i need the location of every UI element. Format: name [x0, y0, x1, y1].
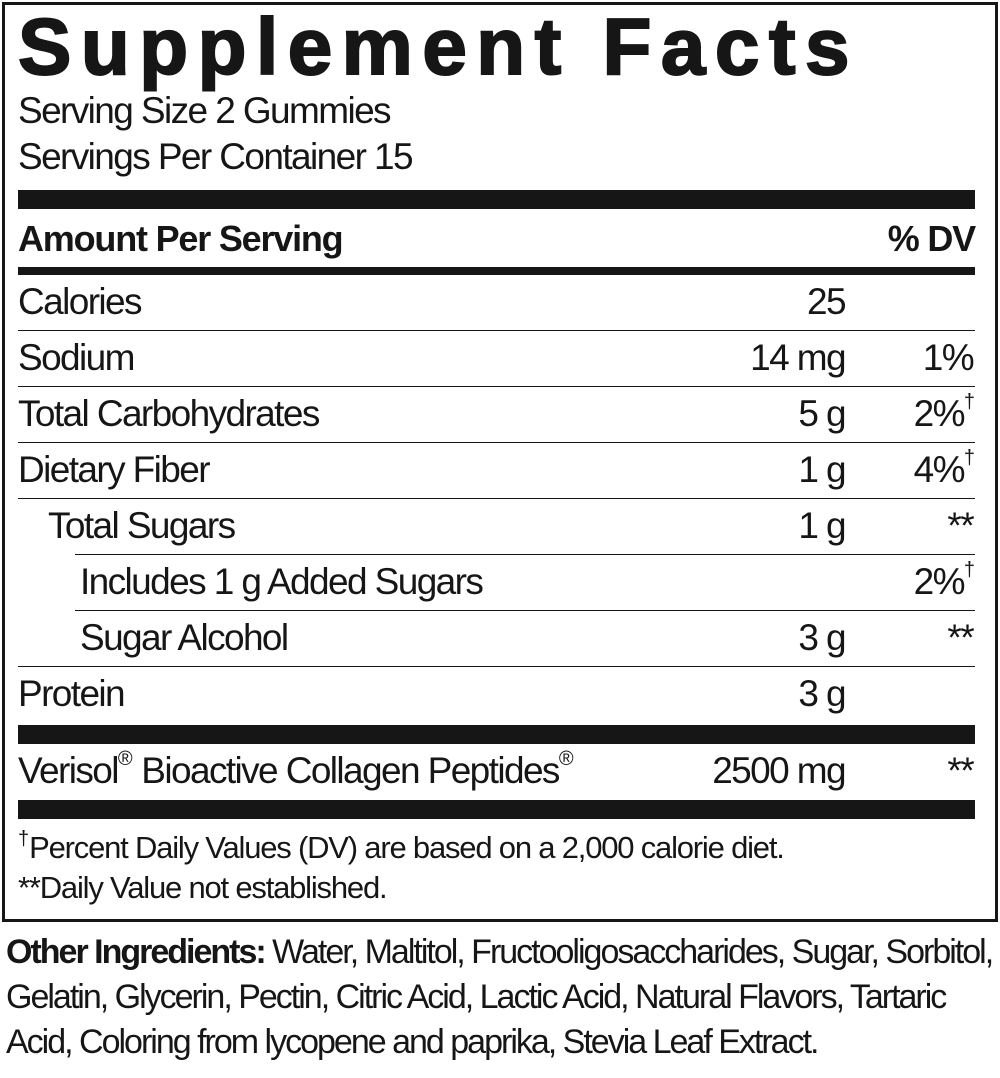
nutrient-row: Dietary Fiber 1 g 4%† — [18, 443, 975, 499]
nutrient-row: Sugar Alcohol 3 g ** — [18, 611, 975, 667]
nutrient-row: Total Carbohydrates 5 g 2%† — [18, 387, 975, 443]
dv-header: % DV — [887, 218, 976, 259]
nutrient-amount: 25 — [807, 281, 847, 322]
nutrient-name: Includes 1 g Added Sugars — [80, 561, 484, 602]
nutrient-dv: ** — [947, 505, 974, 546]
supplement-facts-panel — [2, 2, 998, 922]
footnote-dv: †Percent Daily Values (DV) are based on … — [18, 828, 785, 865]
nutrient-dv: 1% — [922, 337, 975, 378]
nutrient-dv: 2%† — [913, 559, 975, 602]
other-ingredients: Other Ingredients: Water, Maltitol, Fruc… — [6, 930, 996, 1065]
panel-title: Supplement Facts — [17, 1, 860, 92]
nutrient-amount: 14 mg — [750, 337, 846, 378]
collagen-row: Verisol® Bioactive Collagen Peptides® 25… — [18, 744, 975, 800]
nutrient-name: Sodium — [18, 337, 135, 378]
ingredients-label: Other Ingredients: — [6, 933, 267, 971]
nutrient-amount: 5 g — [798, 393, 846, 434]
nutrient-row: Sodium 14 mg 1% — [18, 331, 975, 387]
amount-header: Amount Per Serving — [18, 218, 344, 259]
nutrient-name: Dietary Fiber — [18, 449, 211, 490]
nutrient-dv: ** — [947, 617, 974, 658]
thick-divider — [18, 800, 975, 819]
column-header: Amount Per Serving % DV — [18, 212, 976, 266]
nutrient-amount: 3 g — [798, 673, 846, 714]
nutrient-row: Calories 25 — [18, 275, 975, 331]
nutrient-amount: 1 g — [798, 505, 846, 546]
nutrient-dv: ** — [947, 750, 974, 791]
nutrient-amount: 2500 mg — [712, 750, 846, 791]
nutrient-amount: 3 g — [798, 617, 846, 658]
nutrient-name: Protein — [18, 673, 126, 714]
thick-divider — [18, 725, 975, 744]
servings-per-container: Servings Per Container 15 — [18, 136, 414, 177]
medium-divider — [18, 267, 975, 275]
footnote-not-established: **Daily Value not established. — [18, 870, 388, 905]
nutrient-dv: 4%† — [913, 447, 975, 490]
nutrient-name: Sugar Alcohol — [80, 617, 289, 658]
ingredients-text: Water, Maltitol, Fructooligosaccharides,… — [6, 933, 994, 1061]
nutrient-row: Protein 3 g — [18, 667, 975, 723]
serving-size: Serving Size 2 Gummies — [18, 90, 392, 131]
nutrient-row: Includes 1 g Added Sugars 2%† — [75, 555, 975, 611]
nutrient-name: Total Sugars — [48, 505, 236, 546]
nutrient-dv: 2%† — [913, 391, 975, 434]
nutrient-name: Verisol® Bioactive Collagen Peptides® — [18, 748, 574, 791]
nutrient-name: Calories — [18, 281, 143, 322]
nutrient-name: Total Carbohydrates — [18, 393, 320, 434]
nutrient-row: Total Sugars 1 g ** — [48, 499, 975, 555]
nutrient-amount: 1 g — [798, 449, 846, 490]
thick-divider — [18, 190, 975, 209]
